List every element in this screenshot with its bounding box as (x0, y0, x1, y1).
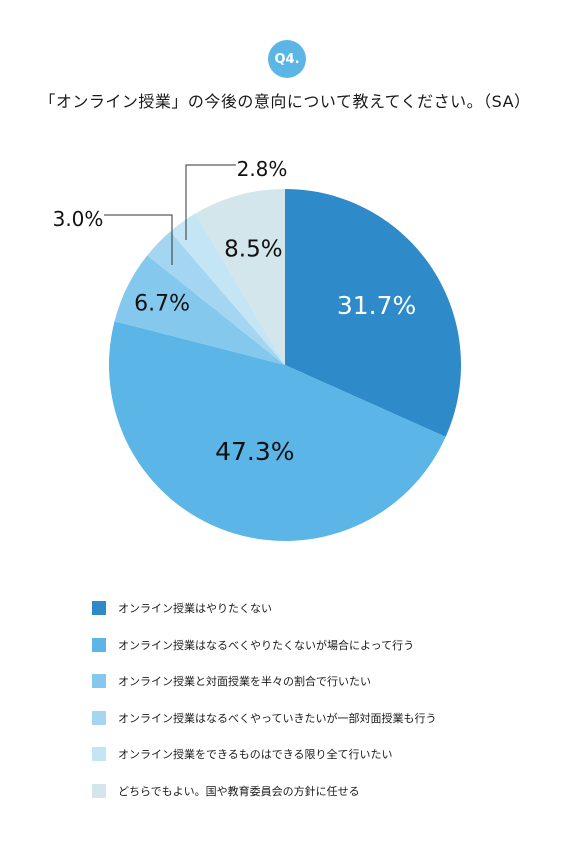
legend-swatch (92, 674, 106, 689)
chart-legend: オンライン授業はやりたくない オンライン授業はなるべくやりたくないが場合によって… (92, 590, 532, 809)
legend-label: オンライン授業はなるべくやっていきたいが一部対面授業も行う (118, 711, 437, 725)
pie-slice (109, 321, 446, 541)
leader-line (185, 164, 236, 240)
legend-item: オンライン授業はやりたくない (92, 590, 532, 627)
pie-chart: 31.7% 47.3% 6.7% 3.0% 2.8% 8.5% (53, 157, 461, 541)
question-badge: Q4. (268, 40, 306, 78)
slice-value-label: 8.5% (224, 237, 282, 263)
slice-value-label: 6.7% (134, 291, 190, 316)
pie-slice (147, 231, 285, 365)
pie-slice (285, 189, 461, 437)
legend-label: オンライン授業はなるべくやりたくないが場合によって行う (118, 638, 415, 652)
slice-value-label: 31.7% (337, 291, 416, 320)
legend-item: オンライン授業はなるべくやりたくないが場合によって行う (92, 627, 532, 664)
leader-line (104, 214, 173, 265)
legend-item: オンライン授業をできるものはできる限り全て行いたい (92, 736, 532, 773)
legend-label: オンライン授業と対面授業を半々の割合で行いたい (118, 675, 371, 689)
legend-item: どちらでもよい。国や教育委員会の方針に任せる (92, 773, 532, 810)
legend-swatch (92, 747, 106, 762)
legend-label: オンライン授業はやりたくない (118, 602, 272, 616)
legend-swatch (92, 710, 106, 725)
legend-swatch (92, 783, 106, 798)
chart-title: 「オンライン授業」の今後の意向について教えてください。（SA） (39, 92, 531, 111)
legend-label: どちらでもよい。国や教育委員会の方針に任せる (118, 784, 360, 798)
legend-item: オンライン授業と対面授業を半々の割合で行いたい (92, 663, 532, 700)
legend-label: オンライン授業をできるものはできる限り全て行いたい (118, 748, 393, 762)
pie-slice (170, 213, 285, 365)
legend-item: オンライン授業はなるべくやっていきたいが一部対面授業も行う (92, 700, 532, 737)
pie-slice (195, 189, 285, 365)
slice-value-label: 47.3% (215, 437, 294, 466)
slice-value-label: 3.0% (53, 207, 104, 231)
slice-value-label: 2.8% (237, 157, 288, 181)
legend-swatch (92, 601, 106, 616)
pie-slice (114, 255, 285, 365)
legend-swatch (92, 637, 106, 652)
